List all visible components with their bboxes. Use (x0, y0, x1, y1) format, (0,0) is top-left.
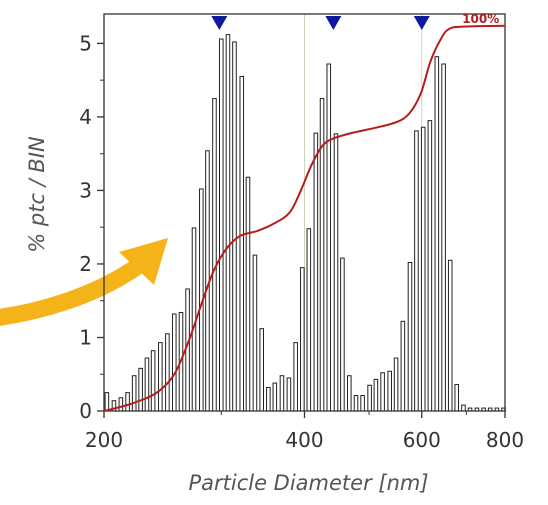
histogram-bar (461, 404, 466, 412)
histogram-bar (225, 34, 231, 412)
annotation-arrow-layer (0, 238, 168, 326)
histogram-bar (313, 132, 319, 412)
histogram-bar (252, 254, 258, 412)
histogram-bar (360, 395, 365, 412)
y-tick-label: 5 (79, 31, 92, 55)
histogram-bar (347, 375, 352, 412)
histogram-bar (131, 375, 137, 412)
histogram-bar (300, 267, 305, 412)
histogram-bar (447, 259, 453, 412)
histogram-bar (165, 333, 170, 412)
histogram-bar (380, 372, 385, 412)
histogram-bar (420, 126, 426, 412)
histogram-bar (138, 367, 143, 412)
histogram-bar (245, 176, 251, 412)
histogram-bars (104, 34, 506, 412)
histogram-bar (104, 392, 110, 412)
y-tick-label: 0 (79, 399, 92, 423)
histogram-bar (340, 257, 345, 412)
peak-marker (325, 16, 342, 30)
peak-marker (211, 16, 228, 30)
ticks-layer: 0 1 2 3 4 5 200 400 600 800 (79, 31, 524, 452)
histogram-bar (239, 75, 245, 412)
histogram-bar (125, 392, 130, 412)
histogram-bar (333, 133, 339, 412)
x-tick-label: 800 (486, 428, 524, 452)
histogram-bar (441, 63, 446, 412)
histogram-bar (259, 328, 264, 412)
histogram-bar (326, 63, 332, 412)
histogram-bar (232, 41, 237, 412)
histogram-bar (414, 130, 419, 412)
cumulative-end-label: 100% (462, 12, 499, 26)
histogram-bar (454, 384, 459, 412)
histogram-bar (144, 357, 150, 412)
histogram-bar (158, 342, 163, 412)
histogram-bar (407, 261, 413, 412)
histogram-bar (218, 38, 224, 412)
histogram-bar (279, 375, 285, 412)
x-axis-title: Particle Diameter [nm] (188, 471, 428, 495)
histogram-bar (306, 228, 312, 412)
histogram-bar (266, 386, 271, 412)
histogram-bar (427, 120, 433, 412)
histogram-bar (118, 397, 124, 412)
histogram-bar (212, 98, 217, 412)
cumulative-line (103, 24, 506, 412)
y-tick-label: 2 (79, 252, 92, 276)
y-tick-label: 3 (79, 178, 92, 202)
histogram-bar (171, 313, 177, 412)
histogram-bar (293, 342, 298, 412)
y-tick-label: 1 (79, 325, 92, 349)
histogram-bar (373, 378, 379, 412)
cumulative-curve-layer (103, 24, 506, 412)
annotation-arrow-head (119, 238, 168, 285)
y-axis-title: % ptc / BIN (25, 136, 49, 253)
histogram-bar (353, 395, 359, 412)
x-tick-label: 400 (285, 428, 323, 452)
x-tick-label: 200 (85, 428, 123, 452)
histogram-bar (272, 382, 278, 412)
peak-marker (413, 16, 430, 30)
x-tick-label: 600 (403, 428, 441, 452)
y-tick-label: 4 (79, 105, 92, 129)
histogram-bar (400, 320, 406, 412)
histogram-bar (434, 56, 440, 412)
histogram-bar (367, 384, 372, 412)
annotation-arrow-shaft (0, 258, 143, 326)
peak-markers-layer (211, 16, 430, 30)
histogram-bar (393, 357, 399, 412)
histogram-bar (150, 350, 156, 412)
histogram-bar (286, 377, 292, 412)
histogram-bar (387, 370, 392, 412)
